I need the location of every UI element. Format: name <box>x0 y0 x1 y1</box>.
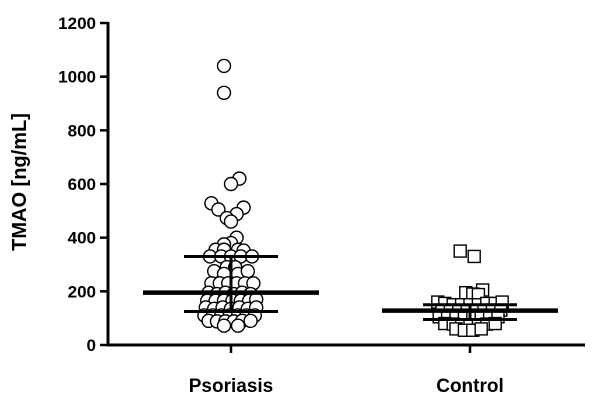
axis-labels: 0 200 400 600 800 1000 1200 Psoriasis Control <box>58 14 504 397</box>
data-point-circle <box>211 202 226 217</box>
data-point-circle <box>240 264 256 279</box>
y-tick-label: 800 <box>68 121 96 140</box>
y-tick-label: 1200 <box>58 14 96 33</box>
y-tick-label: 600 <box>68 175 96 194</box>
y-tick-label: 0 <box>87 336 96 355</box>
y-axis-title: TMAO [ng/mL] <box>9 113 31 251</box>
data-point-circle <box>223 176 239 192</box>
x-category-label: Control <box>436 376 504 397</box>
data-point-square <box>467 249 481 264</box>
data-point-square <box>453 244 467 258</box>
data-point-circle <box>223 214 239 229</box>
y-tick-label: 1000 <box>58 68 96 87</box>
axes <box>100 21 585 353</box>
data-point-circle <box>216 85 232 100</box>
data-point-circle <box>216 58 232 74</box>
data-point-circle <box>216 318 232 333</box>
summary-lines <box>143 254 558 322</box>
data-point-circle <box>243 313 258 329</box>
y-tick-label: 400 <box>68 229 96 248</box>
y-tick-label: 200 <box>68 282 96 301</box>
x-category-label: Psoriasis <box>189 376 274 397</box>
data-point-circle <box>230 318 246 333</box>
data-point-square <box>474 322 488 336</box>
